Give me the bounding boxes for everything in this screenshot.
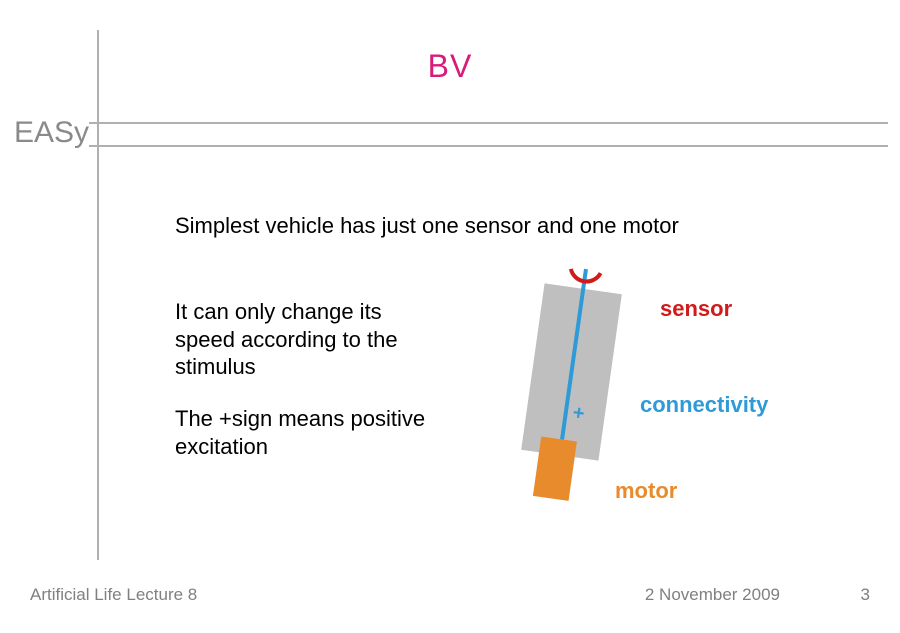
body-line-3: The +sign means positive excitation	[175, 405, 455, 460]
motor-label: motor	[615, 478, 677, 504]
connectivity-label: connectivity	[640, 392, 768, 418]
footer-date: 2 November 2009	[645, 585, 780, 605]
body-line-2: It can only change its speed according t…	[175, 298, 435, 381]
horizontal-line-bottom	[78, 145, 888, 147]
vehicle-diagram: + sensor connectivity motor	[490, 260, 810, 520]
slide-title: BV	[0, 48, 900, 85]
sensor-label: sensor	[660, 296, 732, 322]
easy-label: EASy	[14, 115, 89, 151]
body-line-1: Simplest vehicle has just one sensor and…	[175, 212, 679, 240]
footer-lecture: Artificial Life Lecture 8	[30, 585, 197, 605]
horizontal-line-top	[78, 122, 888, 124]
footer-page-number: 3	[861, 585, 870, 605]
vertical-divider	[97, 30, 99, 560]
title-text: BV	[428, 48, 473, 84]
